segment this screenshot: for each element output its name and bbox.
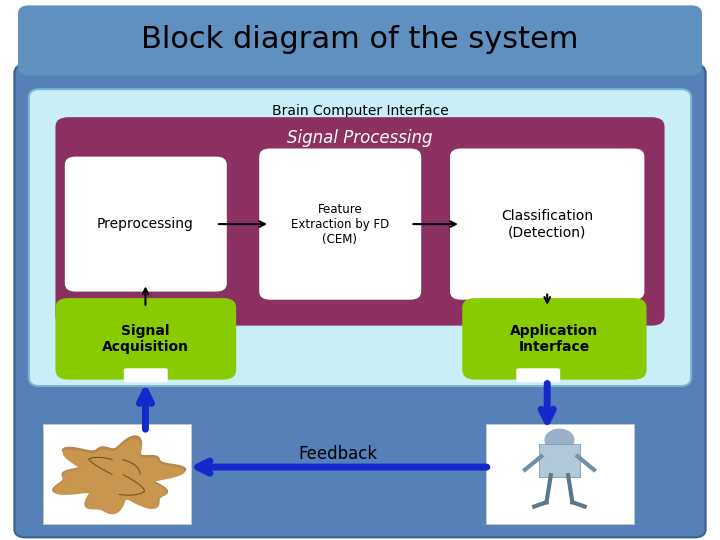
FancyBboxPatch shape — [450, 148, 644, 300]
FancyBboxPatch shape — [65, 157, 227, 292]
FancyBboxPatch shape — [14, 65, 706, 537]
FancyBboxPatch shape — [486, 424, 634, 524]
Text: Feature
Extraction by FD
(CEM): Feature Extraction by FD (CEM) — [291, 202, 389, 246]
FancyBboxPatch shape — [18, 5, 702, 76]
FancyBboxPatch shape — [29, 89, 691, 386]
Text: Feedback: Feedback — [299, 444, 378, 463]
FancyBboxPatch shape — [516, 368, 560, 382]
Text: Signal Processing: Signal Processing — [287, 129, 433, 147]
Polygon shape — [54, 440, 184, 514]
FancyBboxPatch shape — [124, 368, 168, 382]
Text: Signal
Acquisition: Signal Acquisition — [102, 324, 189, 354]
Text: Block diagram of the system: Block diagram of the system — [141, 25, 579, 55]
FancyBboxPatch shape — [55, 298, 236, 380]
Circle shape — [545, 429, 574, 451]
FancyBboxPatch shape — [539, 444, 580, 477]
FancyBboxPatch shape — [259, 148, 421, 300]
Text: Classification
(Detection): Classification (Detection) — [501, 209, 593, 239]
Text: Preprocessing: Preprocessing — [97, 217, 194, 231]
FancyBboxPatch shape — [462, 298, 647, 380]
Text: Brain Computer Interface: Brain Computer Interface — [271, 104, 449, 118]
Text: Application
Interface: Application Interface — [510, 324, 598, 354]
FancyBboxPatch shape — [55, 117, 665, 326]
FancyBboxPatch shape — [43, 424, 191, 524]
Polygon shape — [53, 436, 186, 514]
